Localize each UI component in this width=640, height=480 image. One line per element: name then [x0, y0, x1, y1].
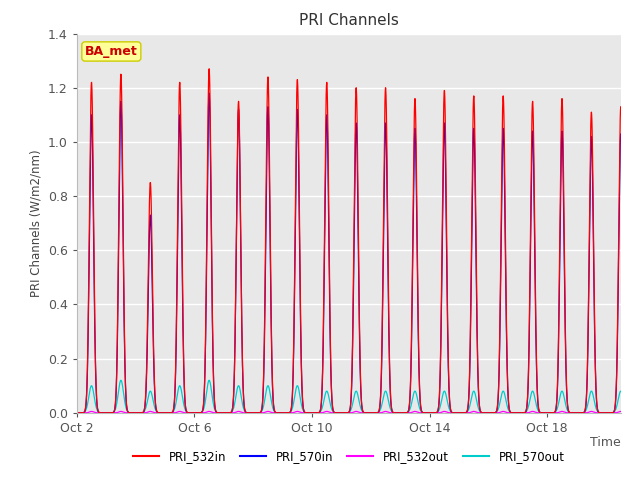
PRI_532in [632, 410, 639, 416]
PRI_570out [471, 389, 479, 395]
PRI_532out [291, 409, 298, 415]
PRI_570in [44, 410, 51, 416]
PRI_570in [291, 289, 298, 295]
PRI_532in [323, 80, 331, 86]
PRI_532in [44, 410, 51, 416]
PRI_532in [614, 331, 621, 336]
PRI_570out [323, 388, 331, 394]
PRI_570in [471, 150, 479, 156]
Legend: PRI_532in, PRI_570in, PRI_532out, PRI_570out: PRI_532in, PRI_570in, PRI_532out, PRI_57… [129, 445, 569, 468]
PRI_570out [296, 389, 303, 395]
Line: PRI_532in: PRI_532in [47, 69, 636, 413]
PRI_532out [44, 410, 51, 416]
PRI_570in [614, 337, 621, 343]
PRI_570out [117, 377, 125, 383]
PRI_532out [632, 410, 639, 416]
Line: PRI_532out: PRI_532out [47, 411, 636, 413]
PRI_570out [632, 410, 639, 416]
Text: Time: Time [590, 435, 621, 448]
PRI_570in [632, 410, 639, 416]
PRI_532in [205, 66, 213, 72]
PRI_532in [291, 277, 298, 283]
PRI_570out [291, 395, 298, 400]
PRI_570in [584, 330, 592, 336]
PRI_532out [614, 409, 621, 415]
PRI_570out [584, 400, 592, 406]
Title: PRI Channels: PRI Channels [299, 13, 399, 28]
PRI_532out [88, 408, 95, 414]
PRI_570out [44, 410, 51, 416]
PRI_532out [584, 409, 592, 415]
Line: PRI_570out: PRI_570out [47, 380, 636, 413]
PRI_532out [323, 408, 331, 414]
PRI_570in [323, 113, 331, 119]
Line: PRI_570in: PRI_570in [47, 93, 636, 413]
PRI_532in [471, 121, 479, 127]
Y-axis label: PRI Channels (W/m2/nm): PRI Channels (W/m2/nm) [29, 149, 42, 297]
PRI_570in [296, 213, 303, 218]
PRI_532in [296, 193, 303, 199]
PRI_532out [296, 409, 303, 415]
Text: BA_met: BA_met [85, 45, 138, 58]
PRI_532in [584, 323, 592, 328]
PRI_532out [471, 408, 479, 414]
PRI_570in [205, 90, 213, 96]
PRI_570out [614, 400, 621, 406]
